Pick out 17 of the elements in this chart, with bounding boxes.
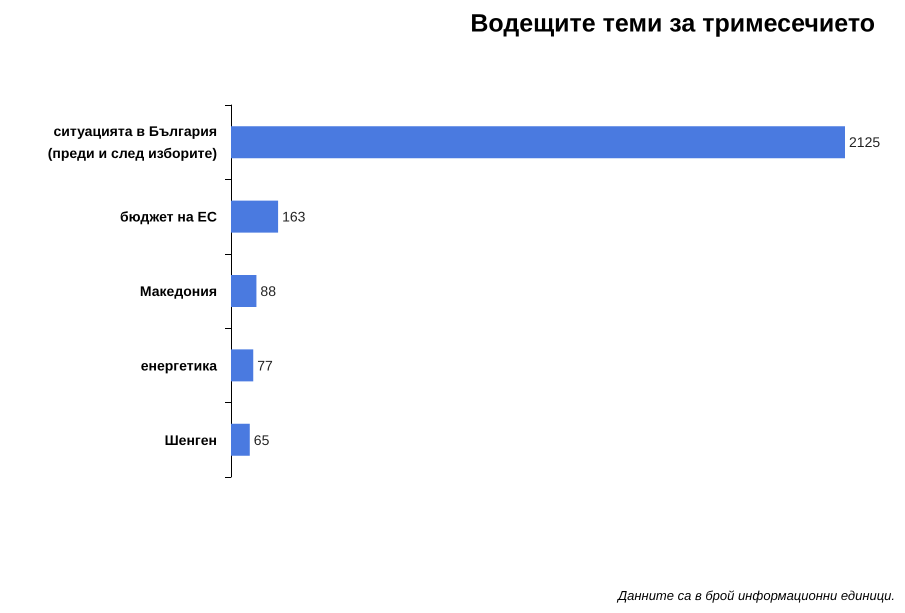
data-label: 65 <box>254 432 270 448</box>
bar <box>231 275 256 307</box>
bar <box>231 424 250 456</box>
y-tick-label: ситуацията в България (преди и след изборите) <box>48 123 217 162</box>
y-tick-label: Македония <box>140 283 217 299</box>
bar <box>231 126 845 158</box>
y-tick-label: Шенген <box>164 432 217 448</box>
bar <box>231 200 278 233</box>
y-tick-label: енергетика <box>140 357 218 374</box>
data-label: 2125 <box>849 134 880 150</box>
chart-title: Водещите теми за тримесечието <box>470 10 876 38</box>
data-label: 163 <box>282 208 306 225</box>
bar <box>231 349 254 382</box>
y-tick-label: бюджет на ЕС <box>120 208 217 225</box>
data-label: 88 <box>260 283 276 299</box>
data-label: 77 <box>257 357 274 374</box>
text: Данните са в брой информационни единици. <box>616 588 896 603</box>
